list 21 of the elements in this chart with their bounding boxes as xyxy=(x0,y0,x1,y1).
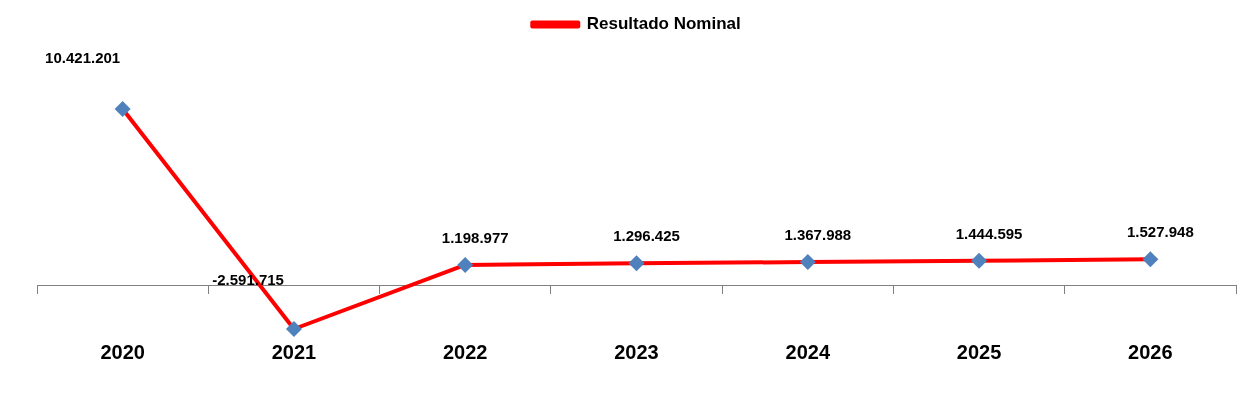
x-tick-label: 2023 xyxy=(614,340,659,363)
x-tick-label: 2020 xyxy=(100,340,145,363)
point xyxy=(628,255,645,272)
data-label: 1.367.988 xyxy=(784,226,852,244)
point xyxy=(799,254,816,271)
data-label: 1.527.948 xyxy=(1126,223,1194,241)
data-label: 1.198.977 xyxy=(441,229,509,247)
point xyxy=(285,321,302,337)
point xyxy=(457,256,474,273)
x-tick-label: 2026 xyxy=(1128,340,1173,363)
point xyxy=(971,252,988,269)
data-label: 1.444.595 xyxy=(955,224,1023,242)
x-tick-label: 2021 xyxy=(271,340,317,363)
data-label: 1.296.425 xyxy=(613,227,680,245)
x-tick-label: 2024 xyxy=(785,340,831,363)
point xyxy=(114,101,131,117)
point xyxy=(1142,251,1159,268)
legend-label: Resultado Nominal xyxy=(586,14,741,34)
data-label: 10.421.201 xyxy=(45,49,121,67)
x-tick-label: 2025 xyxy=(956,340,1002,363)
x-tick-label: 2022 xyxy=(442,340,488,363)
